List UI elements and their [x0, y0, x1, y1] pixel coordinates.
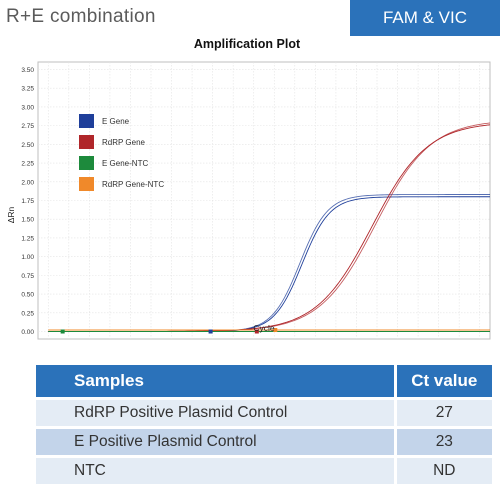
- ct-value: ND: [393, 458, 492, 484]
- series-lines: [48, 122, 491, 333]
- y-tick-label: 3.50: [21, 67, 34, 74]
- chart-title: Amplification Plot: [194, 37, 301, 51]
- ct-value: 23: [393, 429, 492, 455]
- y-tick-label: 1.75: [21, 198, 34, 205]
- legend-swatch: [79, 135, 94, 149]
- legend-swatch: [79, 177, 94, 191]
- channel-badge: FAM & VIC: [350, 0, 500, 36]
- y-tick-label: 0.75: [21, 273, 34, 280]
- legend-entry: RdRP Gene-NTC: [102, 180, 164, 189]
- y-tick-label: 1.50: [21, 217, 34, 224]
- x-axis-label: Cycle: [253, 323, 275, 333]
- sample-name: NTC: [36, 458, 394, 484]
- header-ct-value: Ct value: [393, 365, 492, 397]
- ct-value: 27: [393, 400, 492, 426]
- y-axis-label: ΔRn: [6, 206, 16, 223]
- y-tick-label: 2.50: [21, 142, 34, 149]
- table-row: RdRP Positive Plasmid Control 27: [36, 400, 492, 426]
- legend-swatch: [79, 156, 94, 170]
- series-marker-0: [208, 329, 213, 334]
- ct-value-table: Samples Ct value RdRP Positive Plasmid C…: [36, 362, 492, 487]
- sample-name: E Positive Plasmid Control: [36, 429, 394, 455]
- legend: E Gene RdRP Gene E Gene-NTC RdRP Gene-NTC: [79, 114, 164, 191]
- page-title: R+E combination: [6, 6, 156, 27]
- header-samples: Samples: [36, 365, 394, 397]
- legend-entry: E Gene-NTC: [102, 159, 148, 168]
- legend-entry: RdRP Gene: [102, 138, 146, 147]
- y-axis-ticks: 0.00 0.25 0.50 0.75 1.00 1.25 1.50 1.75 2.00 2.25…: [21, 67, 34, 336]
- grid-lines: [38, 62, 490, 339]
- y-tick-label: 0.25: [21, 310, 34, 317]
- y-tick-label: 2.00: [21, 179, 34, 186]
- y-tick-label: 3.25: [21, 86, 34, 93]
- series-marker-2: [60, 329, 65, 334]
- y-tick-label: 3.00: [21, 104, 34, 111]
- y-tick-label: 0.00: [21, 329, 34, 336]
- table-row: NTC ND: [36, 458, 492, 484]
- y-tick-label: 2.75: [21, 123, 34, 130]
- series-marker-3: [273, 328, 278, 333]
- y-tick-label: 1.25: [21, 235, 34, 242]
- amplification-plot: Amplification Plot 0.00 0.25 0.50 0.75 1.00 1…: [6, 37, 491, 340]
- y-tick-label: 1.00: [21, 254, 34, 261]
- y-tick-label: 2.25: [21, 161, 34, 168]
- legend-swatch: [79, 114, 94, 128]
- sample-name: RdRP Positive Plasmid Control: [36, 400, 394, 426]
- table-row: E Positive Plasmid Control 23: [36, 429, 492, 455]
- y-tick-label: 0.50: [21, 292, 34, 299]
- cycle-markers: [60, 328, 278, 334]
- legend-entry: E Gene: [102, 117, 130, 126]
- table-header-row: Samples Ct value: [36, 365, 492, 397]
- series-marker-1: [254, 329, 259, 334]
